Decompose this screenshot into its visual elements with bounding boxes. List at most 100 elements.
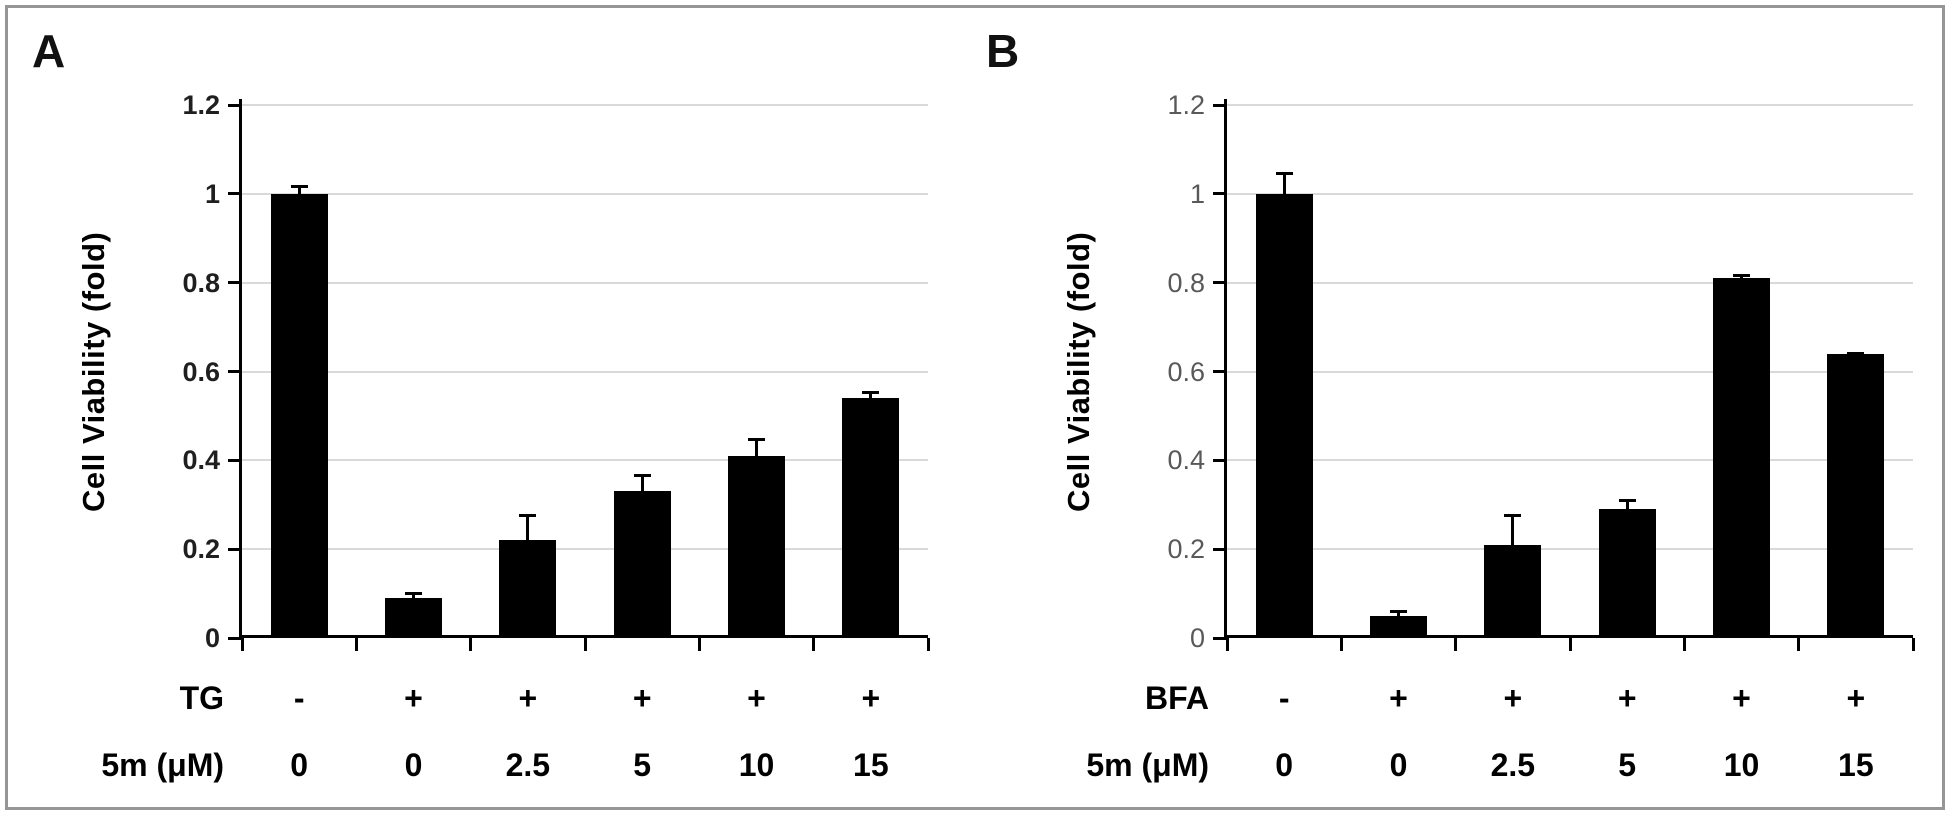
row-cell: 5 bbox=[633, 747, 652, 783]
gridline bbox=[242, 281, 928, 284]
y-axis-line bbox=[1224, 99, 1227, 638]
row-cell: - bbox=[1278, 680, 1290, 716]
dose-row: 5m (μM) 0 0 2.5 5 10 15 bbox=[101, 745, 928, 785]
error-bar-cap bbox=[1618, 499, 1636, 503]
error-bar-stem bbox=[1625, 499, 1629, 510]
y-axis-tick bbox=[1213, 103, 1227, 107]
y-axis-tick bbox=[1213, 547, 1227, 551]
row-cell: + bbox=[747, 680, 766, 716]
x-axis-line bbox=[239, 635, 928, 638]
bar bbox=[1827, 353, 1885, 638]
y-tick-label: 0.2 bbox=[1167, 534, 1205, 565]
row-cell: + bbox=[518, 680, 538, 716]
row-cell: 10 bbox=[738, 747, 775, 783]
panel-label-B: B bbox=[986, 25, 1020, 77]
x-axis-tick bbox=[1682, 638, 1686, 651]
row-cell: 15 bbox=[853, 747, 889, 783]
row-cell: 0 bbox=[290, 747, 309, 783]
error-bar-cap bbox=[290, 184, 308, 188]
error-bar-cap bbox=[1847, 351, 1865, 355]
bar bbox=[1484, 544, 1542, 638]
x-axis-tick bbox=[1454, 638, 1458, 651]
x-axis-tick bbox=[926, 638, 930, 651]
y-tick-label: 1 bbox=[1189, 178, 1205, 209]
y-axis-tick bbox=[228, 370, 242, 373]
plot-area-A: Cell Viability (fold) 0 0.2 0.4 0.6 0.8 1 1.2 T… bbox=[76, 90, 930, 783]
bar bbox=[270, 193, 328, 638]
row-cell: + bbox=[1503, 680, 1523, 716]
row-cell: + bbox=[1617, 680, 1637, 716]
y-tick-label: 0.2 bbox=[182, 534, 220, 565]
panel-A: A Cell Viability (fold) 0 0.2 0.4 0.6 0.8 1 1.… bbox=[32, 25, 930, 783]
error-bar-stem bbox=[755, 438, 758, 456]
y-axis-tick bbox=[228, 192, 242, 196]
y-tick-label: 1.2 bbox=[182, 90, 220, 120]
x-axis-tick bbox=[354, 638, 358, 651]
row-cell: 0 bbox=[1275, 747, 1294, 783]
y-tick-label: 0.6 bbox=[1167, 356, 1205, 387]
bar bbox=[1713, 278, 1770, 638]
error-bar-cap bbox=[1733, 273, 1750, 277]
y-axis-tick bbox=[228, 636, 242, 640]
y-axis-tick bbox=[1213, 636, 1227, 640]
gridline bbox=[1227, 281, 1913, 284]
error-bar-cap bbox=[862, 391, 880, 395]
treatment-row: BFA - + + + + + bbox=[1145, 678, 1913, 718]
gridline bbox=[242, 459, 928, 462]
row-header: BFA bbox=[1145, 680, 1209, 716]
gridline bbox=[242, 104, 928, 106]
y-axis-tick bbox=[228, 103, 242, 107]
x-axis-line bbox=[1224, 635, 1913, 638]
x-axis-tick bbox=[697, 638, 701, 651]
y-axis-tick bbox=[1213, 458, 1227, 462]
y-tick-label: 0.8 bbox=[1167, 267, 1205, 298]
row-cell: 5 bbox=[1618, 747, 1637, 783]
row-cell: - bbox=[293, 680, 305, 716]
error-bar-cap bbox=[748, 438, 765, 442]
row-cell: + bbox=[1389, 680, 1408, 716]
y-axis-tick bbox=[228, 458, 242, 462]
gridline bbox=[242, 192, 928, 195]
y-axis-tick bbox=[1213, 370, 1227, 373]
y-tick-label: 0.4 bbox=[1167, 445, 1205, 476]
row-cell: + bbox=[861, 680, 881, 716]
bar bbox=[842, 398, 900, 638]
y-tick-label: 0 bbox=[1189, 623, 1205, 653]
error-bar-cap bbox=[633, 473, 651, 477]
y-axis-tick bbox=[228, 281, 242, 285]
y-tick-label: 1.2 bbox=[1167, 90, 1205, 120]
bar bbox=[1255, 193, 1313, 638]
error-bar-cap bbox=[1504, 513, 1522, 517]
error-bar-stem bbox=[1511, 513, 1515, 545]
x-axis-tick bbox=[1797, 638, 1801, 651]
panel-label-A: A bbox=[32, 25, 66, 77]
gridline bbox=[1227, 192, 1913, 195]
error-bar-cap bbox=[1390, 610, 1407, 614]
row-cell: + bbox=[1846, 680, 1866, 716]
row-cell: + bbox=[632, 680, 652, 716]
y-axis-tick bbox=[228, 547, 242, 551]
row-cell: 0 bbox=[1389, 747, 1408, 783]
dose-row: 5m (μM) 0 0 2.5 5 10 15 bbox=[1086, 745, 1913, 785]
gridline bbox=[1227, 370, 1913, 373]
error-bar-cap bbox=[405, 592, 422, 596]
row-cell: 2.5 bbox=[505, 747, 551, 783]
y-axis-line bbox=[239, 99, 242, 638]
error-bar-stem bbox=[297, 184, 301, 194]
row-header: TG bbox=[179, 680, 224, 716]
plot-area-B: Cell Viability (fold) 0 0.2 0.4 0.6 0.8 1 1.2 B… bbox=[1061, 90, 1915, 783]
bar bbox=[613, 491, 671, 638]
error-bar-stem bbox=[1282, 171, 1286, 194]
x-axis-tick bbox=[1911, 638, 1915, 651]
row-header: 5m (μM) bbox=[1086, 747, 1209, 783]
row-cell: + bbox=[404, 680, 423, 716]
error-bar-stem bbox=[869, 391, 873, 399]
x-axis-tick bbox=[1339, 638, 1343, 651]
bar bbox=[728, 455, 785, 638]
y-tick-label: 1 bbox=[204, 178, 220, 209]
x-axis-tick bbox=[240, 638, 244, 651]
y-axis-tick bbox=[1213, 192, 1227, 196]
gridline bbox=[1227, 104, 1913, 106]
